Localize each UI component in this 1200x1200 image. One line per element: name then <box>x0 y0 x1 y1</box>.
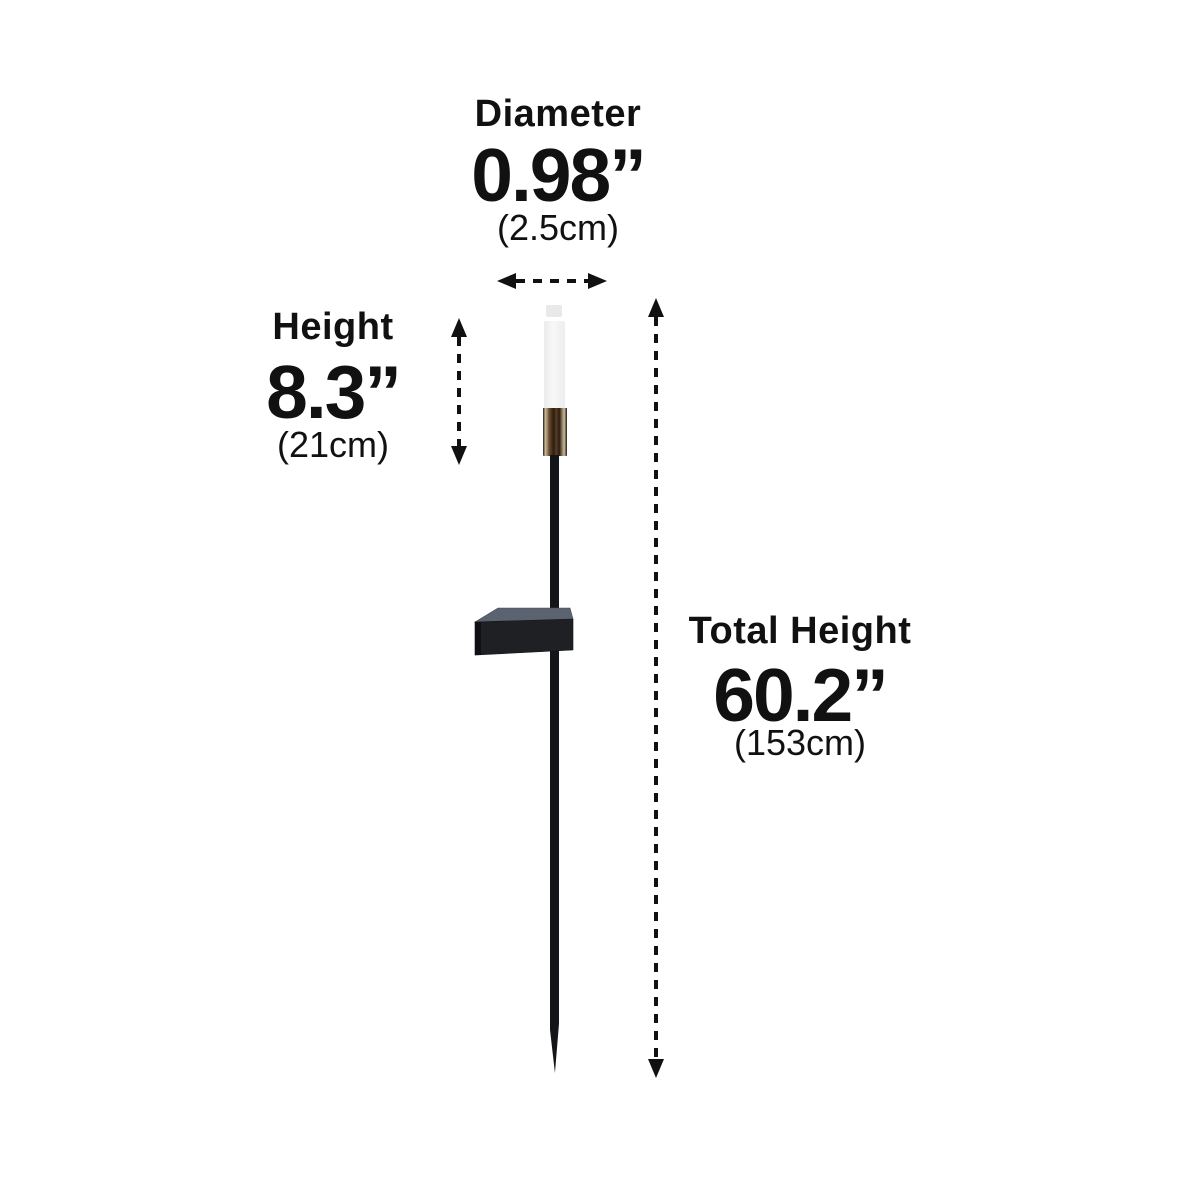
height-metric: (21cm) <box>276 424 389 465</box>
solar-panel-front-face <box>474 618 574 656</box>
arrowhead-down-icon <box>647 1059 664 1078</box>
lamp-top-cap <box>546 305 562 317</box>
arrowhead-right-icon <box>588 272 607 289</box>
arrowhead-up-icon <box>450 318 467 337</box>
total-height-metric: (153cm) <box>733 722 867 763</box>
arrowhead-up-icon <box>647 298 664 317</box>
ground-stake <box>550 455 559 1073</box>
lamp-light-tube <box>544 321 565 409</box>
total-height-value: 60.2” <box>713 653 888 737</box>
dashed-line <box>456 337 461 446</box>
arrowhead-down-icon <box>450 446 467 465</box>
dashed-line <box>516 278 588 283</box>
height-value: 8.3” <box>266 350 402 434</box>
total-height-arrow <box>647 298 664 1078</box>
diameter-value: 0.98” <box>471 133 646 217</box>
height-arrow <box>450 318 467 465</box>
diameter-label: Diameter <box>474 93 642 135</box>
height-label: Height <box>272 306 394 348</box>
arrowhead-left-icon <box>497 272 516 289</box>
diameter-metric: (2.5cm) <box>496 207 619 248</box>
brass-band <box>543 408 567 456</box>
solar-panel-left-edge <box>475 621 481 655</box>
solar-panel-box <box>473 607 574 656</box>
diameter-arrow <box>497 272 607 289</box>
total-height-label: Total Height <box>688 610 912 652</box>
dashed-line <box>653 317 658 1059</box>
